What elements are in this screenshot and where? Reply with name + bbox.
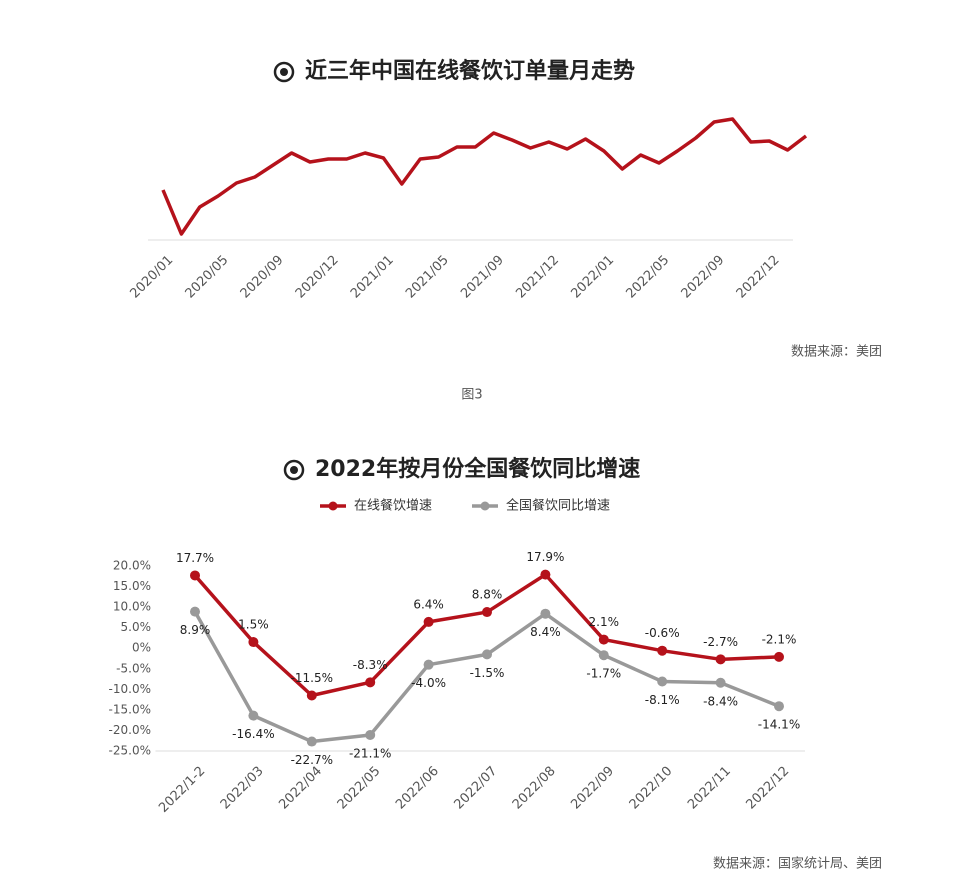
x-tick-label: 2022/01 [568,253,617,302]
data-label: 17.7% [176,551,214,565]
legend-label: 在线餐饮增速 [354,498,432,514]
title-icon [273,61,295,83]
x-tick-label: 2022/10 [627,764,676,813]
point [657,676,668,687]
x-tick-label: 2021/01 [348,253,397,302]
x-tick-label: 2022/09 [568,764,617,813]
data-label: -2.7% [703,635,738,649]
data-label: -0.6% [645,626,680,640]
point [365,729,376,740]
point [715,677,726,688]
data-label: 6.4% [413,597,444,611]
y-tick-label: -20.0% [109,723,151,737]
data-label: -22.7% [291,753,333,767]
x-tick-label: 2022/06 [393,764,442,813]
x-tick-label: 2022/1-2 [156,764,208,816]
data-label: -1.7% [586,667,621,681]
x-tick-label: 2022/12 [734,253,783,302]
data-label: -8.1% [645,693,680,707]
y-tick-label: 10.0% [113,600,151,614]
point [482,649,492,660]
chart-title: 近三年中国在线餐饮订单量月走势 [305,58,635,84]
data-label: -11.5% [291,671,333,685]
y-tick-label: -5.0% [116,661,151,675]
y-tick-label: 0% [132,641,151,655]
x-tick-label: 2022/05 [624,253,673,302]
legend-swatch [480,501,490,511]
point [715,654,726,665]
x-tick-label: 2022/05 [335,764,384,813]
series-line [161,117,808,236]
point [540,608,551,619]
point [774,701,784,712]
y-tick-label: -10.0% [109,682,151,696]
data-label: -1.5% [470,666,505,680]
title-icon [283,459,305,481]
x-tick-label: 2020/05 [183,253,232,302]
data-label: -2.1% [762,632,797,646]
x-tick-label: 2021/09 [458,253,507,302]
x-tick-label: 2022/07 [452,764,501,813]
x-tick-label: 2022/11 [685,764,734,813]
x-tick-label: 2021/05 [403,253,452,302]
y-tick-label: -25.0% [109,744,151,758]
x-tick-label: 2020/09 [238,253,287,302]
x-tick-label: 2022/04 [276,764,325,813]
data-label: -4.0% [411,676,446,690]
caption: 图3 [461,388,482,403]
x-tick-label: 2022/03 [218,764,267,813]
point [423,616,434,627]
point [482,607,492,618]
point [598,650,609,661]
point [423,659,434,670]
data-label: -8.4% [703,694,738,708]
y-tick-label: -15.0% [109,702,151,716]
legend-label: 全国餐饮同比增速 [506,498,610,514]
source: 数据来源：美团 [791,345,882,360]
point [657,645,668,656]
data-label: -21.1% [349,746,391,760]
x-tick-label: 2022/12 [744,764,793,813]
data-label: 2.1% [589,615,620,629]
point [190,570,200,581]
point [540,569,551,580]
data-label: 8.8% [472,588,503,602]
x-tick-label: 2022/09 [679,253,728,302]
point [774,651,784,662]
data-label: -16.4% [232,727,274,741]
legend-swatch [328,501,338,511]
point [248,637,259,648]
point [190,606,200,617]
y-tick-label: 20.0% [113,559,151,573]
point [365,677,376,688]
data-label: 17.9% [526,550,564,564]
x-tick-label: 2022/08 [510,764,559,813]
point [598,634,609,645]
data-label: -14.1% [758,718,800,732]
data-label: 8.9% [180,623,211,637]
y-tick-label: 15.0% [113,579,151,593]
point [248,710,259,721]
point [306,690,317,701]
data-label: 1.5% [238,618,269,632]
data-label: -8.3% [353,658,388,672]
data-label: 8.4% [530,625,561,639]
x-tick-label: 2020/01 [128,253,177,302]
x-tick-label: 2021/12 [513,253,562,302]
chart-title: 2022年按月份全国餐饮同比增速 [315,456,640,482]
source: 数据来源：国家统计局、美团 [713,856,882,872]
y-tick-label: 5.0% [121,620,152,634]
point [306,736,317,747]
x-tick-label: 2020/12 [293,253,342,302]
